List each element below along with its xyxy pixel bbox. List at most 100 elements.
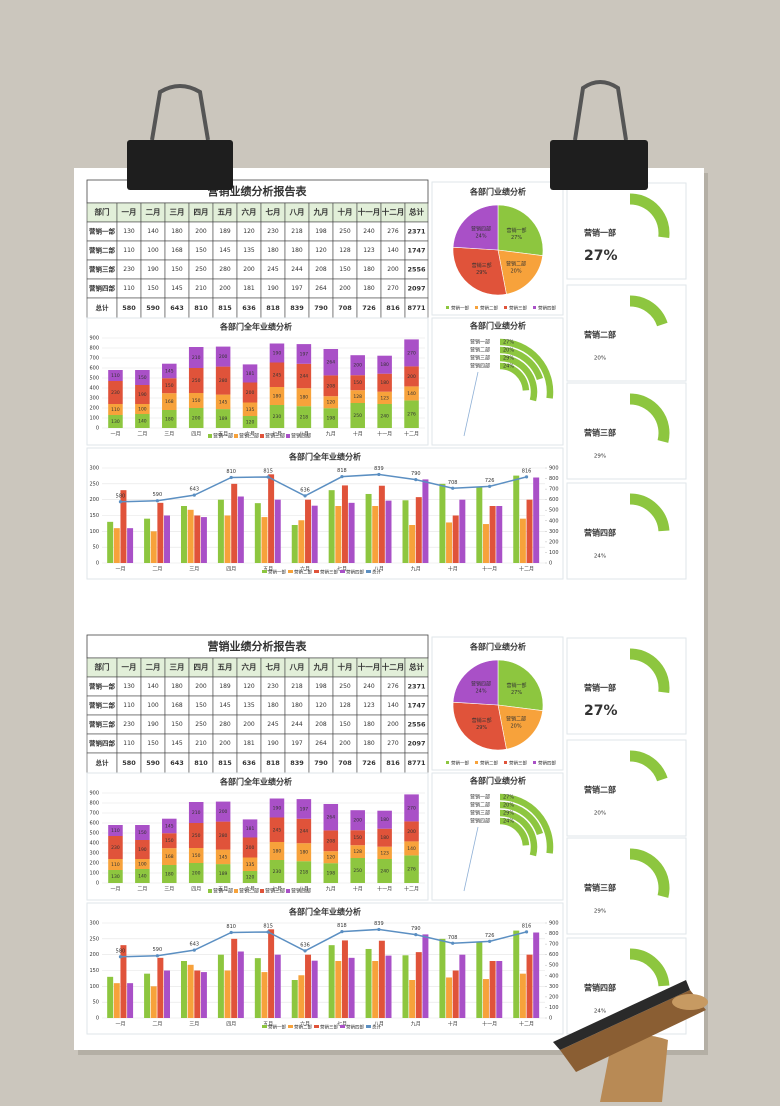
bar-label: 250 <box>192 378 201 384</box>
bar-segment <box>296 406 312 428</box>
table-cell-text: 208 <box>315 266 327 273</box>
table-cell-text: 营销二部 <box>89 246 116 255</box>
bar-label: 140 <box>138 874 147 880</box>
legend-swatch <box>366 570 371 573</box>
bar-label: 180 <box>165 417 174 423</box>
bar-label: 208 <box>326 383 335 389</box>
line <box>120 928 527 958</box>
table-cell-text: 200 <box>195 228 207 235</box>
table-cell-text: 130 <box>123 683 135 690</box>
table-cell-text: 181 <box>243 285 255 292</box>
y-tick-label: 100 <box>89 416 99 422</box>
line-label: 810 <box>226 469 236 475</box>
stamp <box>553 980 708 1102</box>
table-cell-text: 营销二部 <box>89 701 116 710</box>
bar-segment <box>377 810 392 829</box>
y-tick-label: 0 <box>96 1016 99 1022</box>
x-tick-label: 九月 <box>326 886 336 893</box>
table-cell-text: 244 <box>291 266 303 273</box>
slice-name: 营销四部 <box>471 680 491 687</box>
gauge-label: 29% <box>594 909 606 915</box>
bar <box>181 506 187 563</box>
bar <box>144 973 151 1018</box>
line-label: 839 <box>374 921 384 927</box>
table-cell-text: 708 <box>338 304 352 312</box>
table-cell-text: 197 <box>291 740 303 747</box>
bar <box>231 938 238 1018</box>
bar-segment <box>215 864 231 883</box>
bar-segment <box>350 830 365 846</box>
table-header: 总计 <box>409 662 424 672</box>
table-cell-text: 839 <box>290 759 304 767</box>
legend-label: 营销二部 <box>239 433 259 440</box>
radial-label: 27% <box>503 795 514 801</box>
y2-tick-label: 0 <box>549 561 552 567</box>
slice-name: 营销二部 <box>506 715 526 722</box>
legend-swatch <box>446 761 449 764</box>
bar-segment <box>135 869 150 883</box>
bar <box>519 518 526 563</box>
bar-label: 180 <box>380 380 389 386</box>
bar <box>348 957 355 1018</box>
table-cell-text: 2556 <box>407 721 426 729</box>
bar-segment <box>296 843 312 862</box>
bar <box>409 980 416 1018</box>
table-cell-text: 790 <box>314 304 328 312</box>
line-point <box>229 475 233 480</box>
bar-segment <box>350 858 365 883</box>
gauge-label: 20% <box>594 811 606 817</box>
y2-tick-label: 300 <box>549 984 559 990</box>
table-cell-text: 8771 <box>407 759 426 767</box>
table-header: 十二月 <box>382 662 405 672</box>
y-tick-label: 600 <box>89 366 99 372</box>
gauge-label: 24% <box>594 554 606 560</box>
x-tick-label: 二月 <box>152 1022 162 1028</box>
table-header: 五月 <box>218 208 233 217</box>
line-point <box>192 948 196 952</box>
table-cell-text: 240 <box>363 683 375 690</box>
line-label: 816 <box>522 468 532 474</box>
table-cell-text: 1747 <box>407 247 425 255</box>
line-label: 636 <box>300 487 310 493</box>
radial-label: 24% <box>503 364 514 370</box>
x-tick-label: 六月 <box>245 431 255 438</box>
gauge-label: 27% <box>584 248 618 264</box>
bar-label: 210 <box>192 810 201 816</box>
bar-segment <box>162 378 177 394</box>
bar-segment <box>404 366 419 387</box>
radial-label: 29% <box>503 811 514 817</box>
radial-name: 营销四部 <box>470 818 490 825</box>
line-label: 790 <box>411 926 421 932</box>
table-cell-text: 590 <box>146 304 160 312</box>
bar-label: 180 <box>273 849 282 855</box>
line-point <box>488 939 492 943</box>
table-cell-text: 180 <box>291 247 303 254</box>
bar-label: 123 <box>380 850 389 856</box>
table-cell-text: 150 <box>195 247 207 254</box>
bar-segment <box>269 842 285 860</box>
table-cell-text: 123 <box>363 702 375 709</box>
y-tick-label: 300 <box>89 466 99 472</box>
legend-label: 营销四部 <box>291 433 311 440</box>
bar-label: 168 <box>165 854 174 860</box>
bar-label: 197 <box>300 806 309 812</box>
line-label: 815 <box>263 468 273 474</box>
legend-label: 营销三部 <box>265 433 285 440</box>
legend-swatch <box>234 889 238 893</box>
bar <box>365 493 372 563</box>
table-cell-text: 2556 <box>407 266 426 274</box>
pie-slice <box>452 701 507 751</box>
table-header: 七月 <box>266 207 281 217</box>
legend-swatch <box>260 434 264 438</box>
gauge-name: 营销一部 <box>584 228 616 238</box>
bar-segment <box>108 381 123 404</box>
gauge-arc <box>629 750 668 782</box>
bar-label: 100 <box>138 862 147 868</box>
line-point <box>155 954 159 958</box>
bar-label: 270 <box>407 350 416 356</box>
bar-label: 140 <box>407 846 416 852</box>
line-point <box>229 930 233 935</box>
bar-segment <box>242 819 258 838</box>
bar <box>157 502 164 563</box>
radial-name: 营销一部 <box>470 794 490 801</box>
